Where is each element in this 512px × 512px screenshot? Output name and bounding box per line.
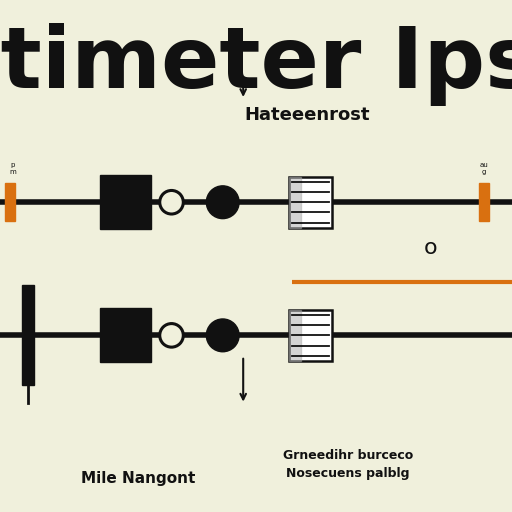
Bar	[289, 310, 332, 361]
Text: Grneedihr burceco: Grneedihr burceco	[283, 449, 413, 462]
Bar	[289, 310, 301, 361]
Bar	[289, 177, 332, 228]
Text: au
g: au g	[479, 162, 488, 175]
Text: Mile Nangont: Mile Nangont	[81, 471, 196, 486]
Text: o: o	[423, 238, 437, 259]
Circle shape	[206, 319, 239, 352]
Bar	[100, 308, 151, 362]
Circle shape	[160, 190, 183, 214]
Text: p
m: p m	[9, 162, 16, 175]
Text: Hateeenrost: Hateeenrost	[244, 106, 370, 124]
Bar	[100, 175, 151, 229]
Text: multimeter Ipswate: multimeter Ipswate	[0, 23, 512, 106]
Circle shape	[160, 324, 183, 347]
Bar	[479, 183, 489, 221]
Bar	[289, 177, 301, 228]
Bar	[5, 183, 15, 221]
Bar	[22, 286, 34, 386]
Circle shape	[206, 186, 239, 219]
Text: Nosecuens palblg: Nosecuens palblg	[286, 467, 410, 480]
